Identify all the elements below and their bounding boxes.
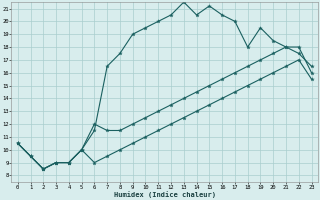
X-axis label: Humidex (Indice chaleur): Humidex (Indice chaleur) (114, 191, 216, 198)
